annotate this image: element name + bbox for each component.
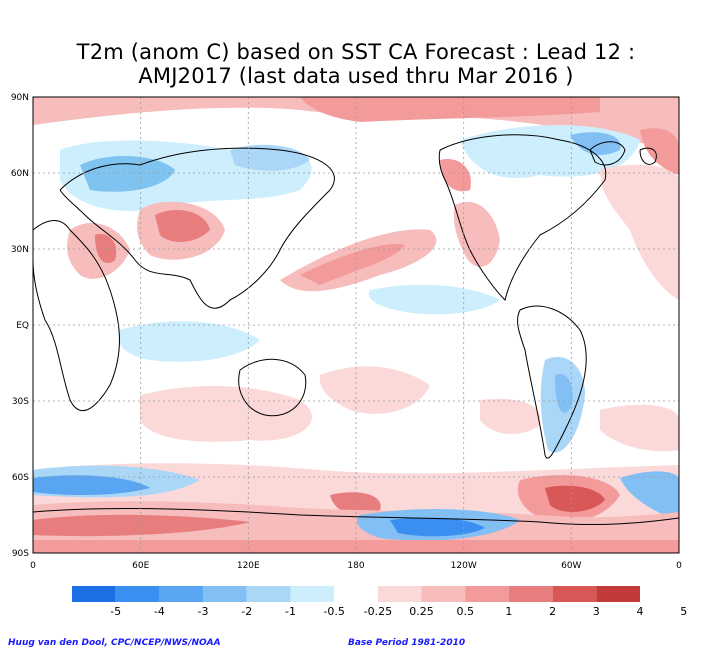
legend-label: 4 bbox=[637, 605, 644, 618]
coastlines bbox=[33, 134, 679, 526]
legend-swatch bbox=[421, 586, 466, 602]
graticule bbox=[33, 97, 679, 553]
legend-label: 1 bbox=[505, 605, 512, 618]
map-title-line-2: AMJ2017 (last data used thru Mar 2016 ) bbox=[138, 64, 574, 88]
map-frame bbox=[32, 96, 680, 554]
legend-swatch bbox=[246, 586, 291, 602]
legend-label: 5 bbox=[680, 605, 687, 618]
legend-label: -2 bbox=[241, 605, 252, 618]
legend-label: 0.25 bbox=[409, 605, 434, 618]
legend-swatch bbox=[552, 586, 597, 602]
legend-label: -3 bbox=[198, 605, 209, 618]
lat-label-90s: 90S bbox=[12, 549, 29, 559]
lon-label-180: 180 bbox=[347, 561, 364, 571]
legend-swatch bbox=[334, 586, 378, 602]
lon-label-120e: 120E bbox=[237, 561, 260, 571]
legend-swatch bbox=[72, 586, 116, 602]
lon-label-60e: 60E bbox=[132, 561, 149, 571]
legend-label: 3 bbox=[593, 605, 600, 618]
legend-label: 2 bbox=[549, 605, 556, 618]
longitude-labels: 0 60E 120E 180 120W 60W 0 bbox=[30, 561, 682, 571]
legend-swatch bbox=[465, 586, 509, 602]
lon-label-0-left: 0 bbox=[30, 561, 36, 571]
legend-swatch bbox=[508, 586, 553, 602]
lon-label-0-right: 0 bbox=[676, 561, 682, 571]
lat-label-60s: 60S bbox=[12, 473, 29, 483]
legend-label: -0.5 bbox=[323, 605, 344, 618]
legend-swatch bbox=[596, 586, 640, 602]
color-legend: -5 -4 -3 -2 -1 -0.5 -0.25 0.25 0.5 1 2 3 4 5 bbox=[72, 586, 687, 618]
legend-label: -5 bbox=[110, 605, 121, 618]
lat-label-30s: 30S bbox=[12, 397, 29, 407]
lon-label-120w: 120W bbox=[451, 561, 477, 571]
legend-swatch bbox=[115, 586, 160, 602]
legend-label: -1 bbox=[285, 605, 296, 618]
legend-swatch bbox=[159, 586, 204, 602]
legend-swatch bbox=[203, 586, 247, 602]
legend-label: 0.5 bbox=[456, 605, 474, 618]
author-credit: Huug van den Dool, CPC/NCEP/NWS/NOAA bbox=[8, 638, 221, 648]
lat-label-90n: 90N bbox=[11, 93, 29, 103]
base-period-note: Base Period 1981-2010 bbox=[348, 638, 466, 648]
lat-label-30n: 30N bbox=[11, 245, 29, 255]
lat-label-60n: 60N bbox=[11, 169, 29, 179]
legend-swatch bbox=[377, 586, 422, 602]
latitude-labels: 90N 60N 30N EQ 30S 60S 90S bbox=[11, 93, 29, 559]
lat-label-eq: EQ bbox=[16, 321, 29, 331]
map-title-line-1: T2m (anom C) based on SST CA Forecast : … bbox=[76, 40, 636, 64]
legend-label: -0.25 bbox=[364, 605, 392, 618]
lon-label-60w: 60W bbox=[561, 561, 581, 571]
legend-label: -4 bbox=[154, 605, 165, 618]
legend-swatch bbox=[290, 586, 335, 602]
